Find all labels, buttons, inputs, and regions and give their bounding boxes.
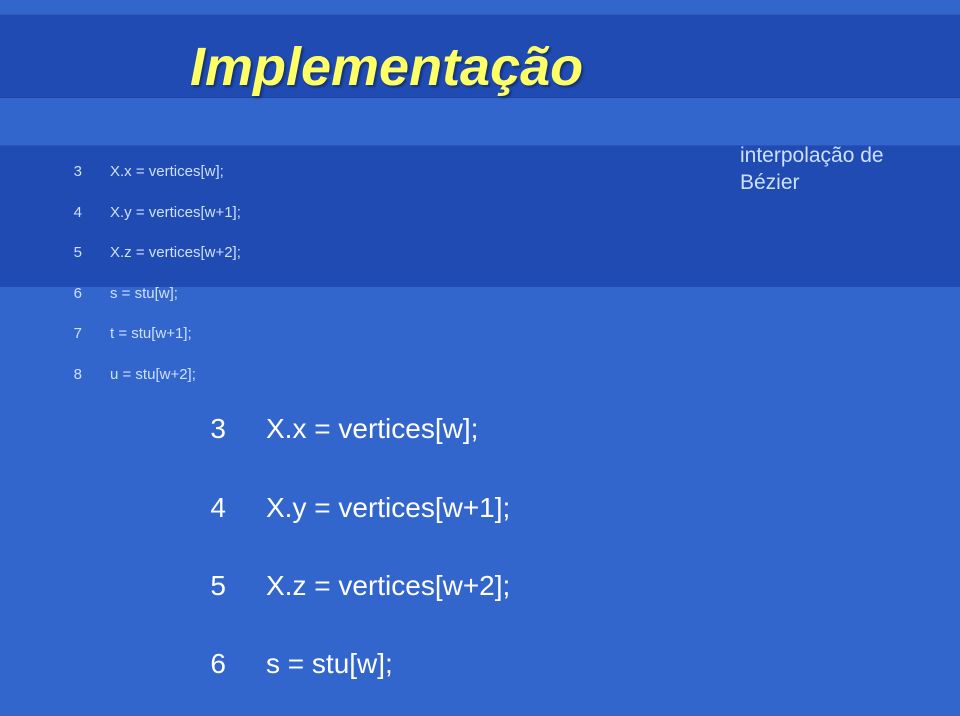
code-line: 5 X.z = vertices[w+2]; [52, 243, 241, 263]
code-text: u = stu[w+2]; [110, 366, 196, 383]
code-text: X.x = vertices[w]; [266, 413, 478, 444]
line-number: 7 [52, 324, 82, 344]
line-number: 3 [52, 162, 82, 182]
big-code-block: 3 X.x = vertices[w]; 4 X.y = vertices[w+1]… [186, 370, 510, 716]
code-line: 5 X.z = vertices[w+2]; [186, 566, 510, 605]
code-line: 3 X.x = vertices[w]; [186, 409, 510, 448]
code-text: s = stu[w]; [266, 648, 393, 679]
code-text: t = stu[w+1]; [110, 325, 192, 342]
title-band: Implementação [0, 14, 960, 98]
code-line: 3 X.x = vertices[w]; [52, 162, 241, 182]
code-text: X.y = vertices[w+1]; [110, 204, 241, 221]
code-text: s = stu[w]; [110, 285, 178, 302]
small-code-block: 3 X.x = vertices[w]; 4 X.y = vertices[w+1]… [52, 142, 241, 405]
slide-title: Implementação [190, 36, 583, 98]
line-number: 6 [186, 644, 226, 683]
side-note: interpolação de Bézier [740, 142, 884, 197]
line-number: 4 [52, 203, 82, 223]
code-line: 7 t = stu[w+1]; [52, 324, 241, 344]
code-text: X.z = vertices[w+2]; [266, 570, 510, 601]
code-text: X.x = vertices[w]; [110, 163, 224, 180]
code-line: 4 X.y = vertices[w+1]; [52, 203, 241, 223]
note-line-1: interpolação de [740, 142, 884, 169]
line-number: 5 [186, 566, 226, 605]
code-text: X.z = vertices[w+2]; [110, 244, 241, 261]
line-number: 8 [52, 365, 82, 385]
code-text: X.y = vertices[w+1]; [266, 492, 510, 523]
line-number: 5 [52, 243, 82, 263]
code-line: 4 X.y = vertices[w+1]; [186, 488, 510, 527]
line-number: 4 [186, 488, 226, 527]
code-line: 6 s = stu[w]; [52, 284, 241, 304]
code-line: 6 s = stu[w]; [186, 644, 510, 683]
line-number: 6 [52, 284, 82, 304]
line-number: 3 [186, 409, 226, 448]
note-line-2: Bézier [740, 169, 884, 196]
